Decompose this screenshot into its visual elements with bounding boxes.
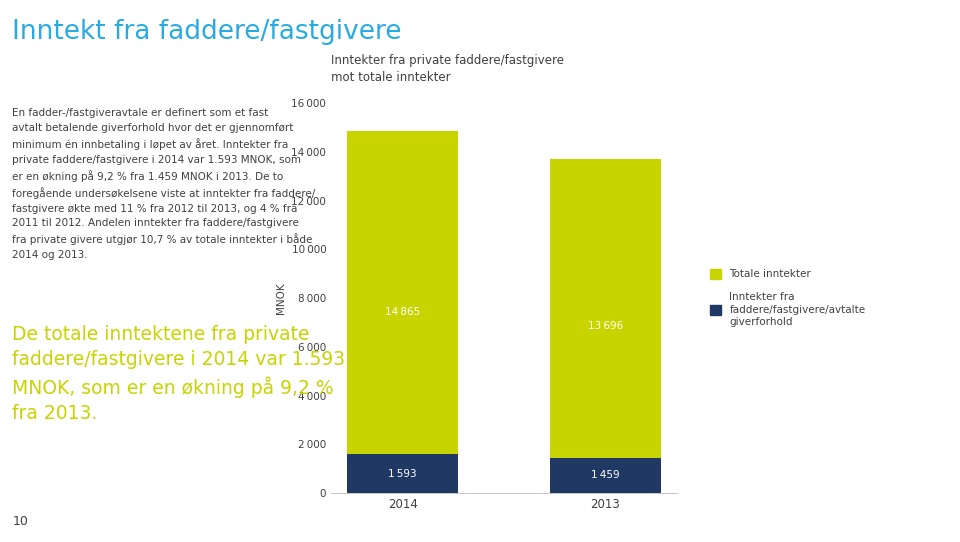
Text: De totale inntektene fra private
faddere/fastgivere i 2014 var 1.593
MNOK, som e: De totale inntektene fra private faddere… <box>12 325 346 423</box>
Bar <box>550 159 661 457</box>
Text: Inntekter fra private faddere/fastgivere
mot totale inntekter: Inntekter fra private faddere/fastgivere… <box>331 54 564 84</box>
Text: En fadder-/fastgiveravtale er definert som et fast
avtalt betalende giverforhold: En fadder-/fastgiveravtale er definert s… <box>12 108 316 260</box>
Text: 10: 10 <box>12 515 29 528</box>
Text: 14 865: 14 865 <box>385 307 420 317</box>
Y-axis label: MNOK: MNOK <box>276 282 286 314</box>
Bar <box>550 457 661 493</box>
Bar <box>347 131 458 454</box>
Text: 13 696: 13 696 <box>588 321 623 331</box>
Text: Inntekt fra faddere/fastgivere: Inntekt fra faddere/fastgivere <box>12 19 402 45</box>
Legend: Totale inntekter, Inntekter fra
faddere/fastgivere/avtalte
giverforhold: Totale inntekter, Inntekter fra faddere/… <box>709 269 866 327</box>
Bar <box>347 454 458 493</box>
Text: 1 593: 1 593 <box>389 469 417 479</box>
Text: 1 459: 1 459 <box>591 470 619 480</box>
